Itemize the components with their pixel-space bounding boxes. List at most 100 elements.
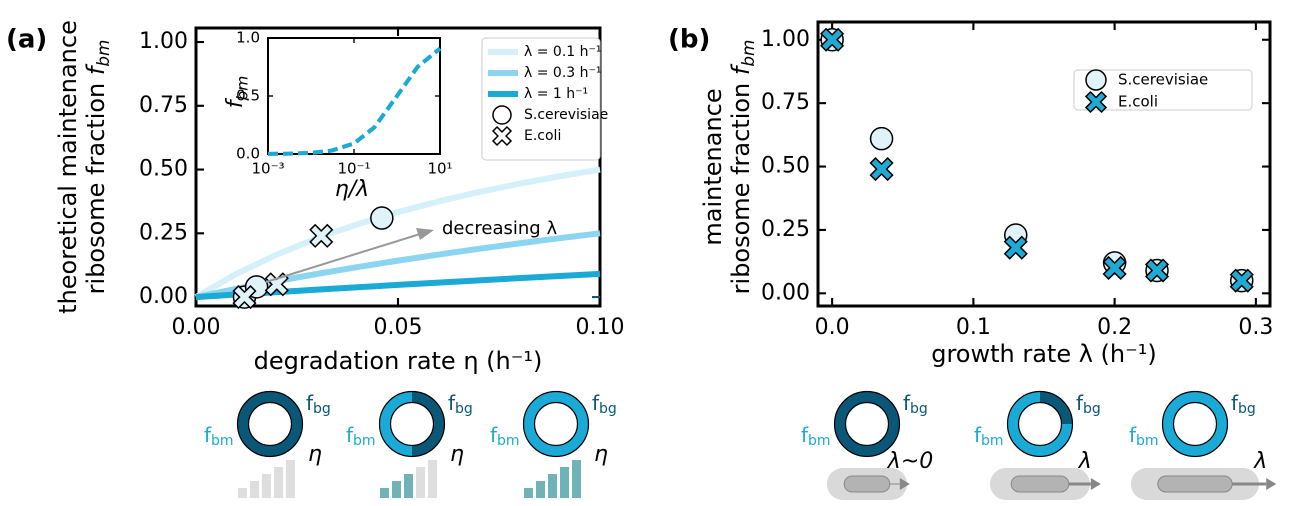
legend-label: λ = 0.1 h⁻¹ xyxy=(524,44,602,60)
fbm-label: fbm xyxy=(801,423,831,450)
donut-outline xyxy=(378,390,446,458)
marker-circle xyxy=(869,126,894,151)
rate-label: λ xyxy=(1078,449,1092,474)
x-tick-label: 0.10 xyxy=(576,315,625,340)
y-tick-label: 1.00 xyxy=(761,27,810,52)
marker-cross xyxy=(1229,268,1254,293)
y-axis-label: theoretical maintenance ribosome fraction… xyxy=(54,20,113,314)
x-tick-label: 0.2 xyxy=(1097,315,1132,340)
fbg-subscript: bg xyxy=(1238,401,1256,417)
series-line xyxy=(194,166,601,300)
legend-label: λ = 1 h⁻¹ xyxy=(524,86,588,102)
x-tick-label: 10⁻³ xyxy=(251,160,284,178)
bar-glyph xyxy=(238,488,247,498)
fbg-subscript: bg xyxy=(313,401,331,417)
y-tick-label: 0.25 xyxy=(139,220,188,245)
fbg-subscript: bg xyxy=(599,401,617,417)
cell-inner xyxy=(843,475,891,493)
legend-box xyxy=(481,37,601,161)
rate-label: λ xyxy=(1253,449,1267,474)
fbm-label: fbm xyxy=(490,423,520,450)
bar-glyph xyxy=(548,474,557,498)
marker-circle xyxy=(370,206,394,230)
y-tick-label: 0.00 xyxy=(139,284,188,309)
fbg-subscript: bg xyxy=(1083,401,1101,417)
bar-glyph xyxy=(536,481,545,498)
fbm-subscript: bm xyxy=(981,433,1004,449)
donut-outline xyxy=(833,390,901,458)
bar-glyph xyxy=(392,481,401,498)
fbm-subscript: bm xyxy=(353,433,376,449)
x-tick-label: 0.0 xyxy=(815,315,850,340)
fbm-symbol: f xyxy=(346,423,354,447)
fbg-subscript: bg xyxy=(455,401,473,417)
y-axis-label-subscript: bm xyxy=(93,40,113,67)
donut-outline xyxy=(1172,401,1218,447)
donut-ring xyxy=(523,391,589,457)
fbm-subscript: bm xyxy=(808,433,831,449)
donut-outline xyxy=(1161,390,1229,458)
donut-outline xyxy=(389,401,435,447)
growth-arrowhead xyxy=(1266,478,1277,490)
fbg-label: fbg xyxy=(448,391,473,418)
bar-glyph xyxy=(274,467,283,498)
marker-circle xyxy=(1085,69,1107,91)
x-tick-label: 0.3 xyxy=(1238,315,1273,340)
legend-label: E.coli xyxy=(1118,93,1158,111)
y-tick-label: 0.50 xyxy=(761,154,810,179)
fbm-subscript: bm xyxy=(497,433,520,449)
y-axis-label-line: fbm xyxy=(223,76,251,109)
donut-outline xyxy=(1006,390,1074,458)
marker-cross xyxy=(309,223,334,248)
bar-glyph xyxy=(572,460,581,498)
x-axis-label: degradation rate η (h⁻¹) xyxy=(254,347,543,375)
y-tick-label: 0.50 xyxy=(139,157,188,182)
fbg-subscript: bg xyxy=(910,401,928,417)
legend-label: S.cerevisiae xyxy=(524,107,608,123)
rate-label: η xyxy=(308,442,322,467)
y-tick-label: 0.75 xyxy=(761,90,810,115)
fbm-label: fbm xyxy=(346,423,376,450)
rate-label: η xyxy=(594,442,608,467)
y-axis-label-line: theoretical maintenance xyxy=(54,20,82,314)
bar-glyph xyxy=(560,467,569,498)
fbm-symbol: f xyxy=(490,423,498,447)
donut-arc xyxy=(411,391,445,457)
bar-glyph xyxy=(262,474,271,498)
fbm-symbol: f xyxy=(974,423,982,447)
x-tick-label: 0.1 xyxy=(956,315,991,340)
fbm-label: fbm xyxy=(1129,423,1159,450)
y-axis-label: fbm xyxy=(223,76,251,109)
fbg-label: fbg xyxy=(306,391,331,418)
rate-label: η xyxy=(450,442,464,467)
fbm-subscript: bm xyxy=(1136,433,1159,449)
annotation: decreasing λ xyxy=(442,218,557,239)
cell-inner xyxy=(1157,475,1233,493)
fbg-symbol: f xyxy=(448,391,456,415)
growth-arrowhead xyxy=(1090,478,1101,490)
cell-inner xyxy=(1010,475,1070,493)
marker-cross xyxy=(232,285,257,310)
fbg-symbol: f xyxy=(592,391,600,415)
y-axis-label-line: ribosome fraction fbm xyxy=(82,40,113,295)
marker-cross xyxy=(491,125,513,147)
y-axis-label-text: ribosome fraction xyxy=(82,83,110,295)
y-tick-label: 0.00 xyxy=(761,280,810,305)
x-tick-label: 10¹ xyxy=(427,160,452,178)
plot-frame xyxy=(267,37,441,155)
y-axis-label-symbol: f xyxy=(223,97,248,108)
y-tick-label: 1.00 xyxy=(139,29,188,54)
y-tick-label: 0.5 xyxy=(236,87,260,105)
annotation-arrow xyxy=(265,228,434,283)
y-axis-label-text: ribosome fraction xyxy=(727,83,755,295)
marker-cross xyxy=(820,27,845,52)
rate-label: λ~0 xyxy=(887,449,933,474)
bar-glyph xyxy=(524,488,533,498)
fbm-symbol: f xyxy=(1129,423,1137,447)
marker-cross xyxy=(1144,258,1170,283)
y-tick-label: 1.0 xyxy=(236,29,260,47)
fbg-symbol: f xyxy=(903,391,911,415)
bar-glyph xyxy=(428,460,437,498)
marker-cross xyxy=(1003,235,1028,260)
